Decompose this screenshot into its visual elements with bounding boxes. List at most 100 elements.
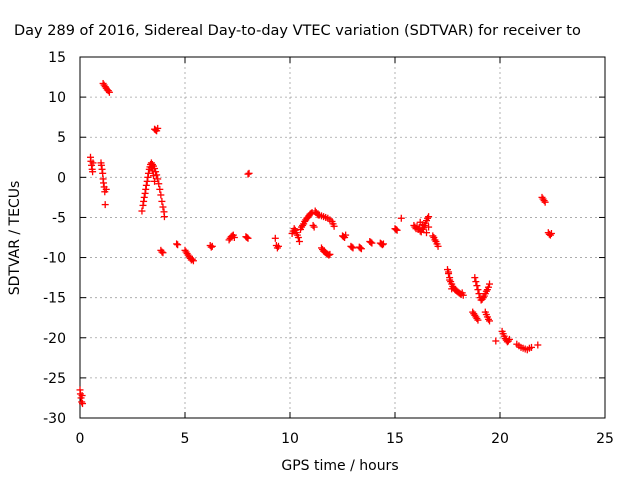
data-point [473,282,481,290]
data-point [425,213,433,221]
data-point [486,317,493,325]
data-points [76,79,555,408]
data-point [367,238,375,246]
data-point [153,171,161,179]
data-point [160,213,168,221]
data-point [307,209,315,217]
data-point [541,198,549,206]
x-tick-label: 10 [281,431,299,447]
data-point [423,229,430,237]
data-point [379,240,387,248]
data-point [159,249,167,257]
data-point [504,337,512,345]
data-point [105,88,113,96]
data-point [325,251,333,259]
data-point [155,180,163,188]
data-point [244,234,252,242]
data-point [492,337,500,345]
x-axis-label: GPS time / hours [281,458,398,474]
data-point [459,291,467,299]
y-tick-label: 0 [57,170,66,186]
data-point [154,175,162,183]
data-point [151,165,159,173]
data-point [152,168,160,176]
data-point [208,242,216,250]
data-point [78,392,86,400]
y-tick-label: 5 [57,130,66,146]
data-point [174,241,182,249]
data-point [484,315,492,323]
data-point [505,335,513,343]
grid [80,57,605,418]
data-point [482,287,490,295]
data-point [78,398,86,406]
y-tick-label: -15 [43,291,66,307]
data-point [397,214,405,222]
data-point [101,201,109,209]
y-tick-label: -30 [43,411,66,427]
data-point [330,222,338,230]
x-tick-label: 20 [491,431,509,447]
data-point [418,221,426,229]
data-point [144,169,152,177]
data-point [274,242,282,250]
plot-frame [79,56,606,419]
data-point [290,225,298,233]
data-point [474,316,482,324]
data-point [475,290,483,298]
y-tick-label: 10 [48,90,66,106]
data-point [528,343,535,351]
y-axis-label: SDTVAR / TECUs [7,181,23,296]
data-point [546,231,554,239]
data-point [245,169,253,177]
data-point [368,239,376,247]
data-point [150,172,157,180]
data-point [445,268,453,276]
data-point [273,244,281,252]
data-point [446,276,454,284]
y-tick-label: -10 [43,251,66,267]
data-point [188,255,196,263]
data-point [294,234,302,241]
data-point [156,185,164,193]
data-point [243,234,251,241]
data-point [158,248,166,256]
data-point [378,241,386,249]
x-tick-label: 15 [386,431,404,447]
data-point [230,234,238,241]
y-axis: -30 -25 -20 -15 -10 -5 0 5 10 15 [43,50,605,427]
y-tick-label: -20 [43,331,66,347]
data-point [207,243,215,251]
data-point [472,278,480,286]
data-point [142,181,150,189]
data-point [104,87,112,95]
data-point [148,160,156,168]
data-point [448,285,456,293]
data-point [299,221,307,229]
data-point [471,274,479,282]
data-point [102,185,110,193]
data-point [424,214,432,222]
x-tick-label: 5 [181,431,190,447]
x-tick-label: 0 [76,431,85,447]
data-point [349,244,357,252]
data-point [348,243,356,251]
data-point [138,207,146,215]
data-point [357,245,365,253]
data-point [540,197,548,205]
data-point [342,231,350,239]
y-tick-label: -5 [52,210,66,226]
data-point [473,315,481,323]
data-point [429,232,437,240]
data-point [431,236,439,244]
chart-title: Day 289 of 2016, Sidereal Day-to-day VTE… [14,23,581,39]
data-point [295,238,303,246]
y-tick-label: 15 [48,50,66,66]
data-point [158,197,166,205]
data-point [326,250,334,258]
data-point [434,242,442,250]
data-point [392,225,400,233]
data-point [189,257,197,265]
data-point [89,168,97,176]
